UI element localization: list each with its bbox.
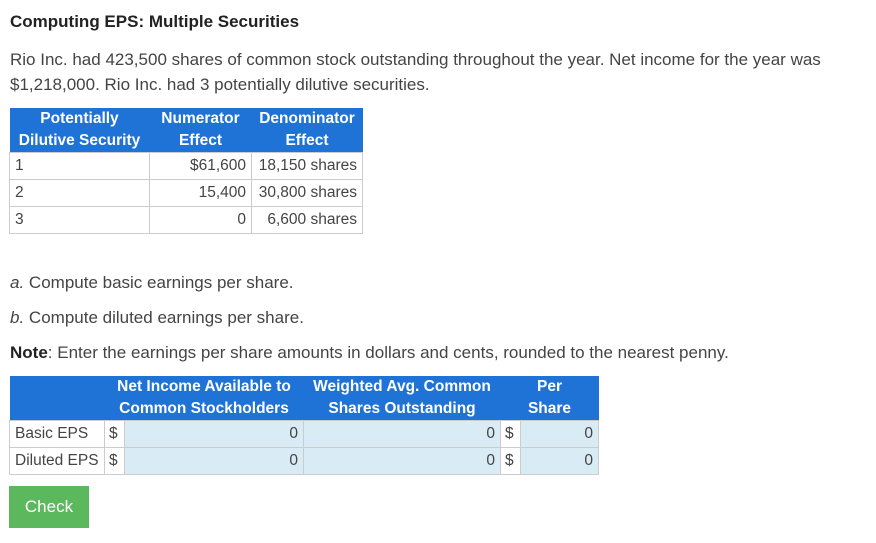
- input-per-share[interactable]: 0: [520, 420, 599, 448]
- answer-row: Basic EPS $0 0 $0: [9, 420, 599, 448]
- row-label: Diluted EPS: [9, 447, 105, 475]
- question-text: Compute basic earnings per share.: [28, 273, 294, 292]
- currency: $: [104, 447, 125, 475]
- table-cell: 2: [9, 179, 150, 207]
- input-net-income[interactable]: 0: [124, 420, 304, 448]
- column-header: Numerator Effect: [149, 108, 252, 153]
- note-label: Note: [10, 343, 48, 362]
- input-net-income[interactable]: 0: [124, 447, 304, 475]
- table-cell: 15,400: [149, 179, 252, 207]
- title: Computing EPS: Multiple Securities: [10, 12, 300, 31]
- table-row: 1 $61,600 18,150 shares: [9, 152, 363, 180]
- table-cell: 30,800 shares: [251, 179, 363, 207]
- currency: $: [500, 420, 521, 448]
- note-text: : Enter the earnings per share amounts i…: [47, 343, 729, 362]
- column-header: Potentially Dilutive Security: [9, 108, 150, 153]
- question: a. Compute basic earnings per share.: [10, 273, 294, 293]
- input-per-share[interactable]: 0: [520, 447, 599, 475]
- input-shares[interactable]: 0: [303, 420, 501, 448]
- input-shares[interactable]: 0: [303, 447, 501, 475]
- table-cell: $61,600: [149, 152, 252, 180]
- column-header: Weighted Avg. Common Shares Outstanding: [303, 376, 501, 421]
- question-letter: b.: [10, 308, 25, 327]
- question-letter: a.: [10, 273, 25, 292]
- table-row: 3 0 6,600 shares: [9, 206, 363, 234]
- column-header: Net Income Available to Common Stockhold…: [104, 376, 304, 421]
- intro: Rio Inc. had 423,500 shares of common st…: [10, 50, 821, 94]
- table-cell: 0: [149, 206, 252, 234]
- note: Note: Enter the earnings per share amoun…: [10, 343, 729, 363]
- question: b. Compute diluted earnings per share.: [10, 308, 304, 328]
- check-button[interactable]: Check: [9, 486, 89, 528]
- column-header: Per Share: [500, 376, 599, 421]
- column-header: Denominator Effect: [251, 108, 363, 153]
- row-label: Basic EPS: [9, 420, 105, 448]
- table-cell: 3: [9, 206, 150, 234]
- column-header-blank: [9, 376, 105, 421]
- table-cell: 18,150 shares: [251, 152, 363, 180]
- answer-row: Diluted EPS $0 0 $0: [9, 447, 599, 475]
- table-cell: 1: [9, 152, 150, 180]
- securities-table: Potentially Dilutive Security Numerator …: [9, 108, 363, 234]
- answer-table: Net Income Available to Common Stockhold…: [9, 376, 599, 475]
- table-cell: 6,600 shares: [251, 206, 363, 234]
- currency: $: [104, 420, 125, 448]
- table-row: 2 15,400 30,800 shares: [9, 179, 363, 207]
- currency: $: [500, 447, 521, 475]
- question-text: Compute diluted earnings per share.: [28, 308, 304, 327]
